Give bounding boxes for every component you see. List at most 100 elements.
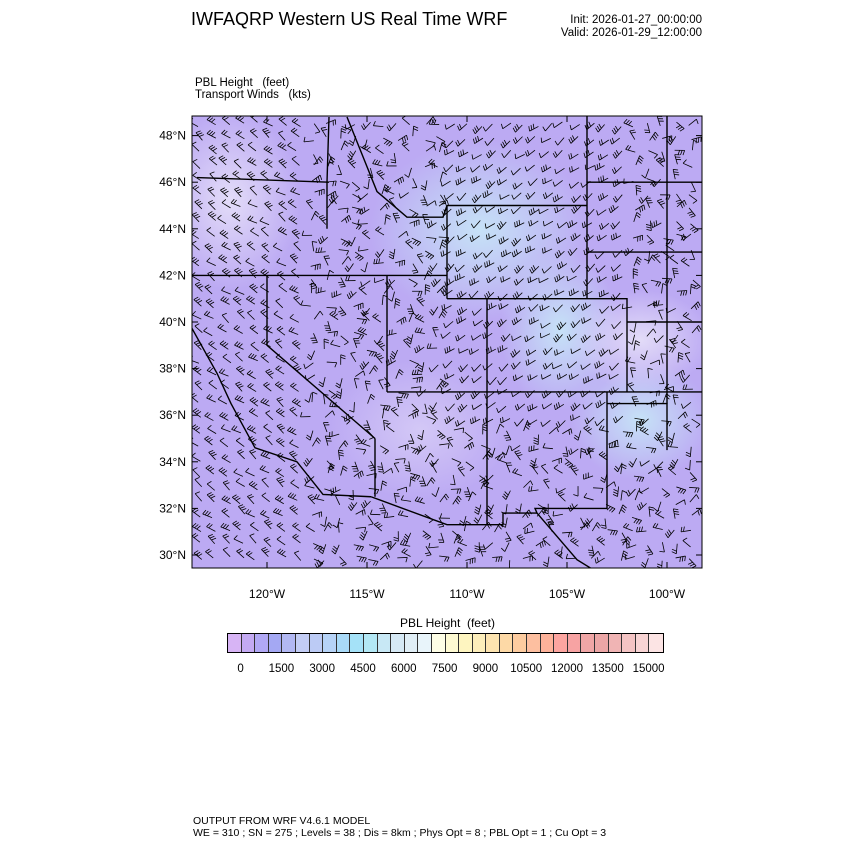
wind-barb: [192, 310, 202, 320]
wind-barb: [497, 377, 507, 386]
wind-barb: [398, 192, 409, 199]
wind-barb: [341, 126, 352, 135]
wind-barb: [498, 236, 509, 245]
wind-barb: [645, 220, 652, 231]
wind-barb: [588, 545, 595, 556]
wind-barb: [393, 531, 399, 542]
wind-barb: [484, 206, 495, 213]
wind-barb: [289, 406, 298, 417]
wind-barb: [482, 190, 493, 199]
wind-barb: [272, 242, 283, 252]
wind-barb: [232, 494, 241, 505]
wind-barb: [483, 249, 493, 258]
wind-barb: [484, 223, 496, 229]
wind-barb: [306, 350, 315, 361]
wind-barb: [623, 118, 634, 128]
wind-barb: [278, 158, 288, 169]
wind-barb: [414, 496, 425, 504]
wind-barb: [233, 468, 244, 477]
colorbar-label: 15000: [632, 663, 665, 675]
wind-barb: [373, 521, 383, 532]
wind-barb: [372, 159, 383, 167]
wind-barb: [552, 304, 563, 313]
wind-barb: [582, 402, 593, 410]
wind-barb: [541, 403, 553, 410]
wind-barb: [659, 542, 665, 553]
wind-barb: [412, 125, 419, 137]
wind-barb: [627, 382, 635, 393]
wind-barb: [234, 341, 244, 350]
wind-barb: [554, 137, 565, 146]
wind-barb: [454, 264, 465, 273]
wind-barb: [203, 310, 214, 319]
colorbar-swatch: [595, 634, 609, 652]
wind-barb: [386, 123, 397, 132]
wind-barb: [610, 232, 622, 241]
wind-barb: [355, 526, 367, 533]
wind-barb: [233, 241, 242, 252]
colorbar: [227, 633, 664, 653]
wind-barb: [379, 503, 387, 514]
wind-barb: [440, 180, 451, 187]
wind-barb: [485, 180, 496, 190]
wind-barb: [500, 542, 510, 552]
wind-barb: [636, 502, 647, 511]
wind-barb: [631, 396, 639, 407]
wind-barb: [620, 490, 627, 501]
wind-barb: [233, 535, 244, 544]
wind-barb: [276, 258, 287, 267]
wind-barb: [635, 184, 642, 196]
colorbar-swatch: [268, 634, 283, 652]
wind-barb: [247, 215, 258, 224]
wind-barb: [443, 164, 454, 173]
wind-barb: [336, 165, 342, 176]
wind-barb: [194, 477, 203, 488]
wind-barb: [338, 440, 349, 449]
wind-barb: [275, 353, 285, 363]
wind-barb: [528, 550, 537, 561]
wind-barb: [278, 130, 286, 141]
wind-barb: [659, 374, 665, 385]
wind-barb: [512, 182, 523, 190]
colorbar-swatch: [499, 634, 514, 652]
wind-barb: [340, 335, 349, 346]
wind-barb: [554, 349, 565, 356]
colorbar-swatch: [377, 634, 392, 652]
wind-barb: [247, 141, 257, 152]
wind-barb: [275, 298, 284, 309]
wind-barb: [633, 282, 640, 294]
wind-barb: [303, 362, 314, 369]
wind-barb: [357, 326, 368, 336]
wind-barb: [649, 131, 659, 141]
wind-barb: [358, 285, 367, 296]
wind-barb: [353, 332, 365, 340]
wind-barb: [260, 170, 269, 180]
wind-barb: [552, 149, 563, 158]
wind-barb: [653, 253, 661, 264]
wind-barb: [220, 296, 230, 305]
wind-barb: [541, 266, 552, 274]
wind-barb: [263, 381, 272, 392]
wind-barb: [472, 264, 483, 273]
wind-barb: [675, 499, 686, 505]
wind-barb: [649, 359, 661, 366]
wind-barb: [455, 334, 466, 342]
wind-barb: [674, 369, 685, 378]
wind-barb: [626, 542, 637, 549]
wind-barb: [486, 233, 497, 240]
wind-barb: [450, 474, 456, 486]
wind-barb: [323, 338, 329, 349]
wind-barb: [525, 191, 536, 200]
wind-barb: [555, 237, 567, 244]
wind-barb: [552, 194, 563, 203]
wind-barb: [409, 359, 419, 369]
wind-barb: [645, 545, 654, 556]
colorbar-swatch: [295, 634, 310, 652]
wind-barb: [632, 234, 644, 242]
wind-barb: [344, 263, 354, 273]
wind-barb: [291, 229, 301, 239]
wind-barb: [611, 125, 622, 135]
wind-barb: [444, 148, 455, 156]
wind-barb: [464, 441, 475, 451]
wind-barb: [675, 121, 685, 132]
